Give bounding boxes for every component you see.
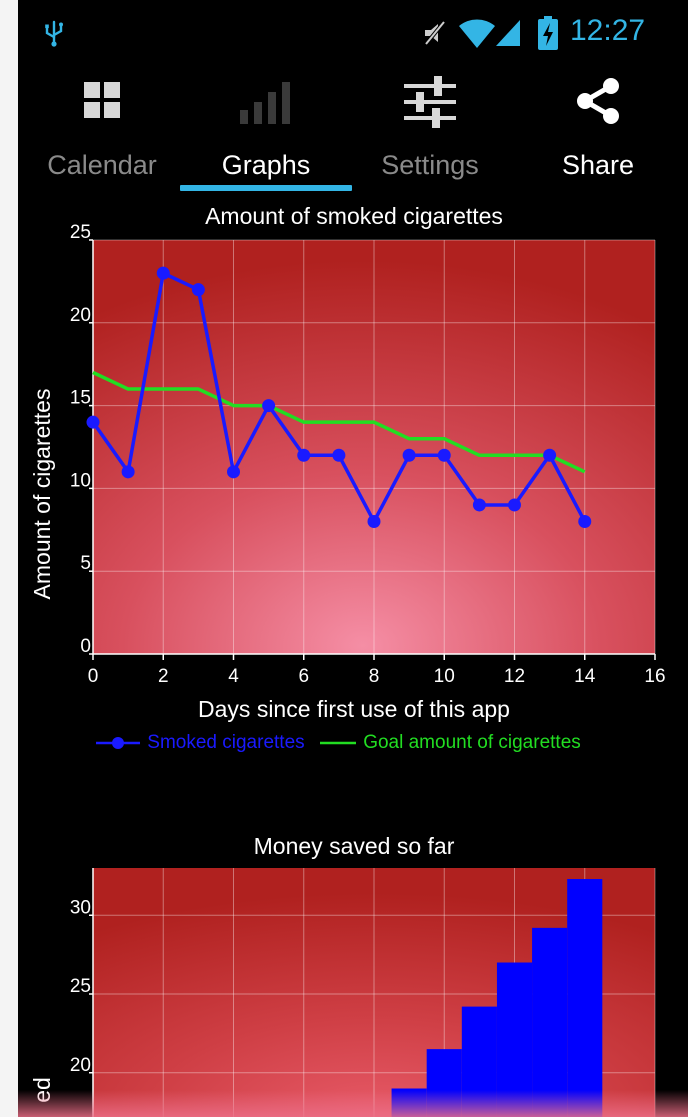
battery-charging-icon (538, 16, 558, 50)
tab-calendar[interactable]: Calendar (22, 62, 182, 194)
data-point-smoked (121, 465, 135, 479)
tab-settings-label: Settings (381, 150, 479, 180)
data-point-smoked (402, 448, 416, 462)
bar (567, 879, 603, 1117)
cigarettes-line-chart: Amount of smoked cigarettes 0 2 4 6 8 10 12 14 1… (29, 203, 666, 722)
x-tick-label: 6 (298, 666, 309, 687)
legend-label-goal: Goal amount of cigarettes (363, 732, 581, 753)
tab-calendar-label: Calendar (47, 150, 157, 180)
tab-share-label: Share (561, 150, 635, 180)
data-point-smoked (367, 515, 381, 529)
y-tick-label: 20 (70, 305, 91, 326)
data-point-smoked (578, 515, 592, 529)
bottom-overscroll-glow (18, 1090, 688, 1117)
data-point-smoked (262, 399, 276, 413)
series-line-goal (92, 370, 586, 474)
data-point-smoked (297, 448, 311, 462)
grid-icon (84, 82, 120, 118)
legend-label-smoked: Smoked cigarettes (147, 732, 305, 753)
x-tick-label: 0 (88, 666, 99, 687)
x-tick-label: 12 (504, 666, 525, 687)
x-axis-label: Days since first use of this app (198, 696, 510, 722)
y-axis-label: Amount of cigarettes (29, 389, 55, 600)
y-tick-label: 0 (80, 636, 91, 657)
x-tick-label: 4 (228, 666, 239, 687)
tab-graphs[interactable]: Graphs (186, 62, 346, 194)
y-tick-label: 25 (70, 222, 91, 243)
data-point-smoked (191, 283, 205, 297)
chart-title: Money saved so far (254, 833, 455, 859)
data-point-smoked (332, 448, 346, 462)
y-tick-label: 15 (70, 388, 91, 409)
bar (532, 927, 568, 1117)
data-point-smoked (543, 448, 557, 462)
tab-share[interactable]: Share (518, 62, 678, 194)
legend-swatch-goal (319, 741, 356, 745)
y-tick-label: 10 (70, 470, 91, 491)
phone-screen: 12:27 Calendar Graphs (18, 0, 688, 1117)
legend-item-goal: Goal amount of cigarettes (318, 732, 581, 754)
wifi-icon (459, 19, 495, 48)
x-tick-label: 14 (574, 666, 596, 687)
share-icon (577, 78, 619, 124)
status-bar: 12:27 (18, 0, 688, 62)
data-point-smoked (508, 498, 521, 512)
chart-legend: Smoked cigarettes Goal amount of cigaret… (94, 732, 688, 762)
x-tick-label: 10 (434, 666, 455, 687)
tab-settings[interactable]: Settings (350, 62, 510, 194)
y-tick-label: 20 (70, 1055, 91, 1076)
active-tab-indicator (180, 185, 352, 191)
x-tick-label: 16 (644, 666, 665, 687)
status-clock: 12:27 (570, 14, 646, 47)
data-point-smoked (86, 415, 100, 429)
bars-icon (240, 82, 290, 124)
x-tick-label: 8 (369, 666, 380, 687)
data-point-smoked (472, 498, 486, 512)
y-tick-label: 5 (80, 553, 91, 574)
data-point-smoked (437, 448, 451, 462)
legend-swatch-smoked (96, 736, 140, 749)
tab-graphs-label: Graphs (221, 150, 311, 180)
data-point-smoked (156, 266, 170, 280)
data-point-smoked (227, 465, 240, 479)
tab-bar: Calendar Graphs Sett (18, 62, 688, 194)
y-tick-label: 30 (70, 897, 91, 918)
x-tick-label: 2 (158, 666, 169, 687)
sliders-icon (404, 76, 456, 128)
legend-item-smoked: Smoked cigarettes (94, 732, 305, 754)
plot-area (93, 240, 655, 654)
mute-icon (424, 20, 446, 46)
chart-title: Amount of smoked cigarettes (205, 203, 503, 229)
y-tick-label: 25 (70, 976, 91, 997)
signal-icon (496, 20, 520, 46)
usb-icon (45, 20, 63, 47)
